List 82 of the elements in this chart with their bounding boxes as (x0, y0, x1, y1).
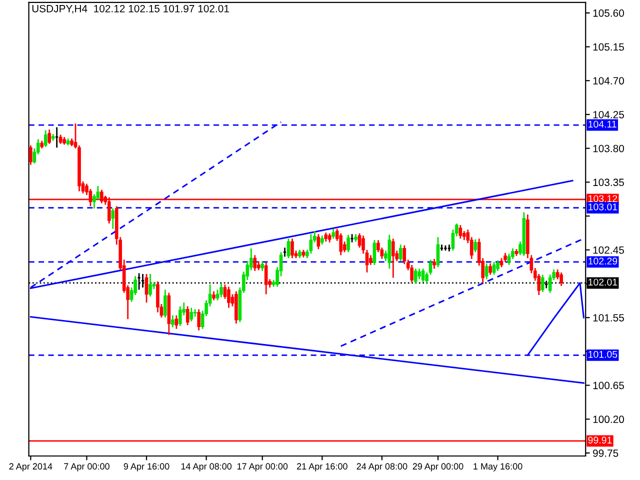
candlestick (290, 238, 294, 259)
y-tick-label: 100.20 (593, 416, 624, 424)
candlestick (346, 234, 350, 253)
candlestick (58, 134, 62, 145)
candlestick (328, 232, 332, 244)
x-tick-label: 14 Apr 08:00 (181, 463, 232, 472)
candlestick (286, 238, 290, 259)
y-tick-label: 100.65 (593, 382, 624, 390)
candlestick (44, 130, 48, 148)
x-tick-label: 9 Apr 16:00 (124, 463, 170, 472)
candlestick (29, 144, 32, 166)
candlestick (474, 238, 478, 253)
ref-line-label: 102.29 (588, 258, 618, 265)
x-tick-label: 17 Apr 00:00 (237, 463, 288, 472)
candlestick (332, 228, 336, 240)
candlestick (507, 252, 511, 266)
candlestick (156, 280, 160, 314)
candlestick (171, 314, 174, 328)
candlestick (500, 257, 504, 268)
x-tick-label: 24 Apr 08:00 (356, 463, 408, 472)
candlestick (48, 128, 52, 145)
chart-title: USDJPY,H4 102.12 102.15 101.97 102.01 (32, 4, 229, 14)
x-tick-label: 21 Apr 16:00 (297, 463, 348, 472)
candlestick (197, 308, 200, 332)
candlestick (369, 254, 372, 266)
candlestick (418, 268, 421, 280)
y-tick-label: 104.25 (593, 110, 624, 118)
candlestick (148, 273, 152, 298)
y-tick-label: 105.15 (593, 43, 624, 51)
candlestick (316, 233, 320, 250)
candlestick (488, 262, 492, 276)
ref-line-label: 103.12 (588, 195, 618, 202)
candlestick (458, 224, 462, 240)
candlestick (190, 307, 194, 322)
x-tick-label: 29 Apr 00:00 (412, 463, 464, 472)
y-tick-label: 105.60 (593, 9, 624, 17)
y-tick-label: 101.55 (593, 314, 624, 322)
y-tick-label: 99.75 (593, 449, 618, 457)
candlestick (372, 239, 376, 266)
ref-line-label: 104.11 (588, 120, 616, 128)
y-tick-label: 102.45 (593, 246, 624, 254)
candlestick (388, 234, 392, 270)
candlestick (504, 252, 507, 263)
candlestick (414, 268, 418, 284)
candlestick (309, 233, 313, 254)
candlestick (178, 306, 182, 327)
y-tick-label: 103.35 (593, 178, 624, 186)
x-tick-label: 1 May 16:00 (474, 463, 522, 472)
ref-line-label: 103.01 (588, 203, 618, 210)
candlestick (282, 246, 287, 258)
ref-line-label: 99.91 (588, 436, 612, 444)
x-tick-label: 7 Apr 00:00 (64, 463, 110, 472)
candlestick (492, 261, 496, 276)
candlestick (421, 268, 425, 283)
candlestick (186, 306, 190, 326)
candlestick (339, 232, 342, 256)
candlestick (391, 238, 395, 278)
candlestick (144, 273, 148, 304)
ref-line-label: 101.05 (588, 350, 618, 358)
candlestick (560, 272, 563, 287)
candlestick (436, 236, 440, 268)
candlestick (212, 290, 216, 301)
candlestick (264, 262, 268, 295)
candlestick (227, 286, 230, 309)
candlestick (256, 260, 260, 271)
y-tick-label: 103.80 (593, 144, 624, 152)
candlestick (164, 289, 167, 318)
ref-line-label: 102.01 (588, 278, 618, 286)
candlestick (220, 283, 223, 298)
y-tick-label: 104.70 (593, 77, 624, 85)
candlestick (260, 260, 264, 272)
candlestick (174, 314, 178, 330)
candlestick (484, 262, 488, 280)
x-tick-label: 2 Apr 2014 (9, 463, 52, 472)
candlestick (324, 232, 328, 242)
candlestick (320, 234, 324, 246)
candlestick (496, 260, 500, 272)
candlestick (540, 274, 544, 293)
candlestick (398, 244, 402, 262)
candlestick (111, 208, 115, 230)
candlestick (253, 254, 257, 272)
candlestick (432, 258, 436, 270)
